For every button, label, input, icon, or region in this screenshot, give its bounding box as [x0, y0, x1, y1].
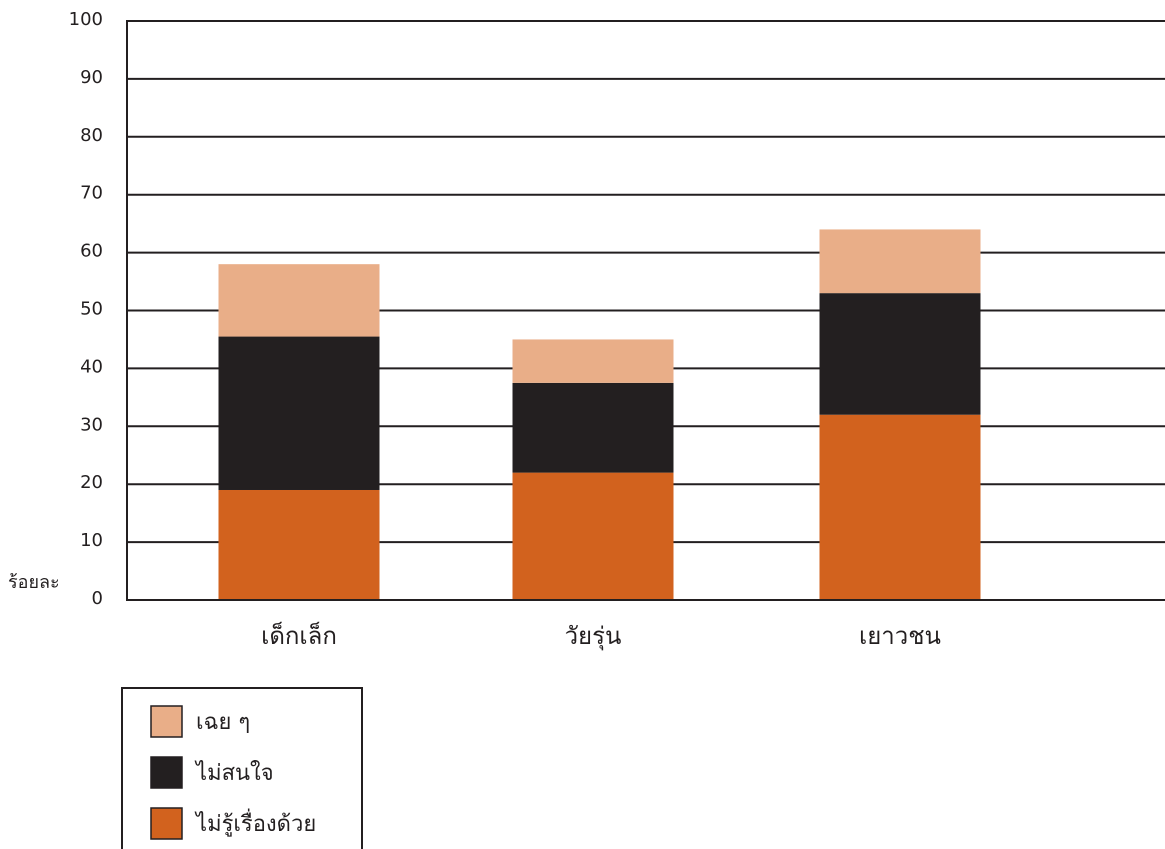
bar-segment-2-2 [819, 229, 981, 294]
legend-swatch-2 [150, 807, 183, 840]
axes [126, 20, 1165, 601]
legend-label-2: ไม่รู้เรื่องด้วย [194, 808, 316, 837]
y-tick-label-20: 20 [80, 472, 103, 493]
y-tick-label-60: 60 [80, 241, 103, 262]
bars [218, 229, 981, 600]
bar-segment-2-0 [819, 414, 981, 600]
y-tick-label-40: 40 [80, 356, 103, 377]
bar-segment-1-0 [512, 472, 674, 600]
bar-segment-0-0 [218, 489, 380, 600]
y-tick-label-90: 90 [80, 67, 103, 88]
x-tick-label-2: เยาวชน [859, 622, 941, 650]
bar-segment-2-1 [819, 293, 981, 415]
y-tick-label-10: 10 [80, 530, 103, 551]
legend-label-0: เฉย ๆ [196, 710, 250, 735]
y-unit-label: ร้อยละ [8, 572, 60, 593]
y-tick-label-0: 0 [92, 588, 103, 609]
legend-label-1: ไม่สนใจ [194, 760, 274, 786]
bar-segment-0-1 [218, 336, 380, 490]
bar-segment-0-2 [218, 264, 380, 337]
x-tick-label-1: วัยรุ่น [565, 622, 622, 651]
legend-swatch-1 [150, 756, 183, 789]
bar-segment-1-2 [512, 339, 674, 383]
y-tick-label-50: 50 [80, 299, 103, 320]
x-tick-label-0: เด็กเล็ก [261, 621, 337, 650]
bar-segment-1-1 [512, 382, 674, 473]
y-tick-label-30: 30 [80, 414, 103, 435]
y-tick-labels: 0 10 20 30 40 50 60 70 80 90 100 ร้อยละ [8, 9, 103, 609]
legend-swatch-0 [150, 705, 183, 738]
y-tick-label-100: 100 [69, 9, 103, 30]
x-category-labels: เด็กเล็ก วัยรุ่น เยาวชน [261, 621, 941, 651]
y-tick-label-70: 70 [80, 183, 103, 204]
y-tick-label-80: 80 [80, 125, 103, 146]
